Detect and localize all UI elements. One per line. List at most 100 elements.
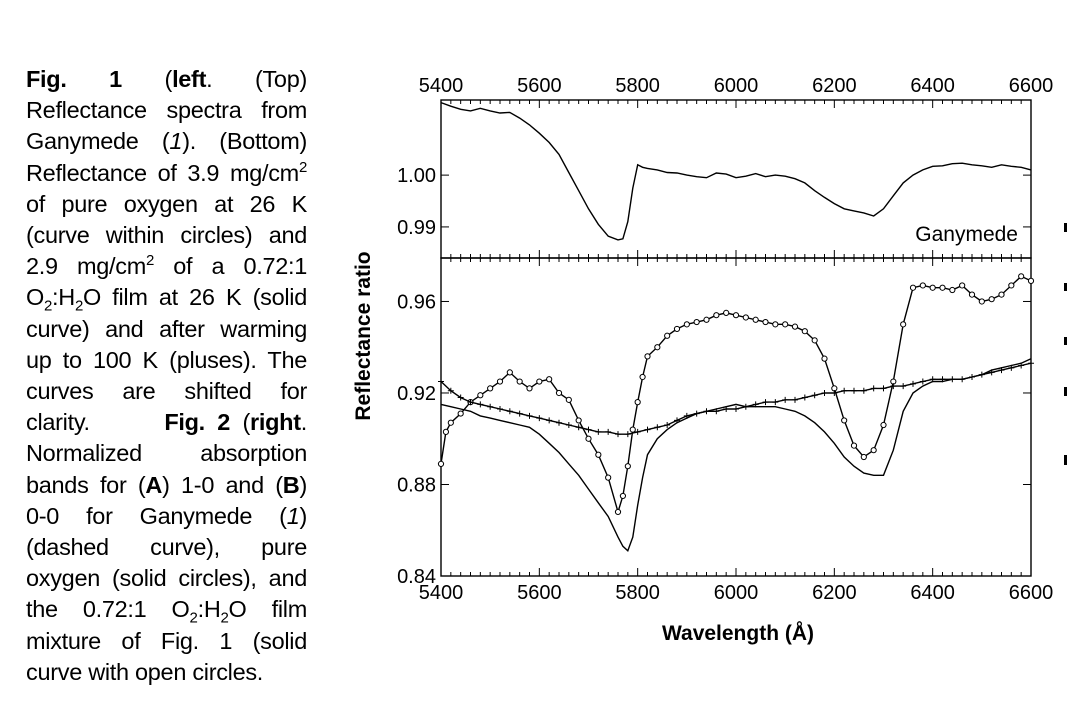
reference-number: 1 — [169, 128, 183, 155]
caption-text: O film mixture of Fig. 1 (solid curve wi… — [26, 596, 307, 685]
circle-marker — [526, 385, 533, 392]
caption-text: :H — [197, 596, 221, 623]
plus-marker — [654, 424, 661, 431]
plus-marker — [713, 408, 720, 415]
circle-marker — [683, 321, 690, 328]
x-tick-label-top: 6200 — [812, 75, 857, 97]
plus-marker — [900, 383, 907, 390]
circle-marker — [1008, 282, 1015, 289]
caption-text: . (Top) Reflectance spectra from Ganymed… — [26, 66, 307, 155]
circle-marker — [821, 355, 828, 362]
x-tick-label-bottom: 6600 — [1009, 582, 1054, 604]
circle-marker — [447, 419, 454, 426]
subscript: 2 — [189, 610, 198, 628]
circle-marker — [442, 428, 450, 435]
plus-marker — [477, 401, 484, 408]
plus-marker — [762, 399, 769, 406]
circle-marker — [546, 376, 553, 383]
plus-marker — [752, 401, 759, 408]
plus-marker — [851, 387, 857, 394]
plus-marker — [910, 380, 916, 387]
series-line-circles — [440, 275, 1032, 515]
plus-marker — [497, 405, 503, 412]
plus-marker — [988, 369, 995, 376]
circle-marker — [988, 296, 995, 303]
plus-marker — [556, 419, 562, 426]
plus-marker — [782, 396, 789, 403]
plus-marker — [683, 412, 690, 419]
circle-marker — [939, 284, 946, 291]
caption-text: of pure oxygen at 26 K (curve within cir… — [26, 190, 307, 280]
plus-marker — [467, 399, 474, 406]
edge-fragment — [1064, 337, 1067, 345]
plus-marker — [831, 389, 838, 396]
plus-marker — [919, 378, 926, 385]
circle-marker — [1027, 277, 1035, 284]
circle-marker — [457, 410, 464, 417]
plus-marker — [447, 387, 454, 394]
circle-marker — [487, 385, 494, 392]
plus-marker — [949, 376, 956, 383]
circle-marker — [713, 312, 720, 319]
plus-marker — [880, 385, 887, 392]
edge-fragment — [1064, 223, 1067, 232]
plus-marker — [664, 422, 671, 429]
plus-marker — [959, 376, 966, 383]
circle-marker — [870, 447, 877, 454]
circle-marker — [841, 417, 848, 424]
caption-text: :H — [52, 284, 75, 311]
plus-marker — [801, 394, 808, 401]
plus-marker — [693, 410, 700, 417]
plus-marker — [634, 428, 641, 435]
circle-marker — [929, 284, 936, 291]
circle-marker — [565, 396, 572, 403]
plus-marker — [516, 410, 523, 417]
circle-marker — [654, 344, 661, 351]
circle-marker — [437, 460, 445, 467]
circle-marker — [949, 286, 956, 294]
circle-marker — [752, 316, 759, 323]
plus-marker — [546, 417, 553, 424]
plus-marker — [821, 389, 828, 396]
circle-marker — [506, 369, 513, 376]
plus-marker — [674, 417, 680, 424]
x-tick-label-top: 5800 — [615, 75, 660, 97]
caption-text: ) 0-0 for Ganymede ( — [26, 471, 307, 529]
circle-marker — [477, 392, 484, 399]
circle-marker — [782, 321, 789, 328]
plus-marker — [998, 367, 1005, 374]
circle-marker — [762, 318, 769, 326]
circle-marker — [791, 323, 799, 330]
plus-marker — [615, 431, 621, 438]
plus-marker — [506, 408, 513, 415]
x-tick-label-top: 5400 — [419, 75, 464, 97]
plus-marker — [978, 371, 985, 378]
plus-marker — [742, 403, 749, 410]
plus-marker — [860, 387, 867, 394]
reference-number: 1 — [286, 502, 300, 529]
circle-marker — [585, 435, 592, 442]
y-tick-label: 0.96 — [397, 291, 436, 313]
plus-marker — [703, 408, 710, 415]
superscript: 2 — [298, 158, 307, 176]
circle-marker — [634, 399, 641, 406]
plus-marker — [969, 373, 975, 380]
circle-marker — [860, 453, 867, 461]
circle-marker — [605, 474, 612, 481]
circle-marker — [1018, 273, 1025, 280]
fig1-side: left — [172, 66, 207, 92]
plus-marker — [792, 396, 798, 403]
figure-caption: Fig. 1 (left. (Top) Reflectance spectra … — [26, 66, 308, 685]
plus-marker — [890, 383, 897, 390]
panel-letter-b: B — [282, 471, 300, 498]
caption-text: ) 1-0 and ( — [162, 471, 283, 498]
y-tick-label: 1.00 — [397, 165, 436, 187]
circle-marker — [664, 332, 671, 339]
circle-marker — [850, 442, 858, 449]
plus-marker — [929, 376, 936, 383]
fig2-side: right — [250, 409, 301, 436]
circle-marker — [614, 508, 622, 516]
circle-marker — [644, 353, 651, 360]
plus-marker — [457, 394, 464, 401]
